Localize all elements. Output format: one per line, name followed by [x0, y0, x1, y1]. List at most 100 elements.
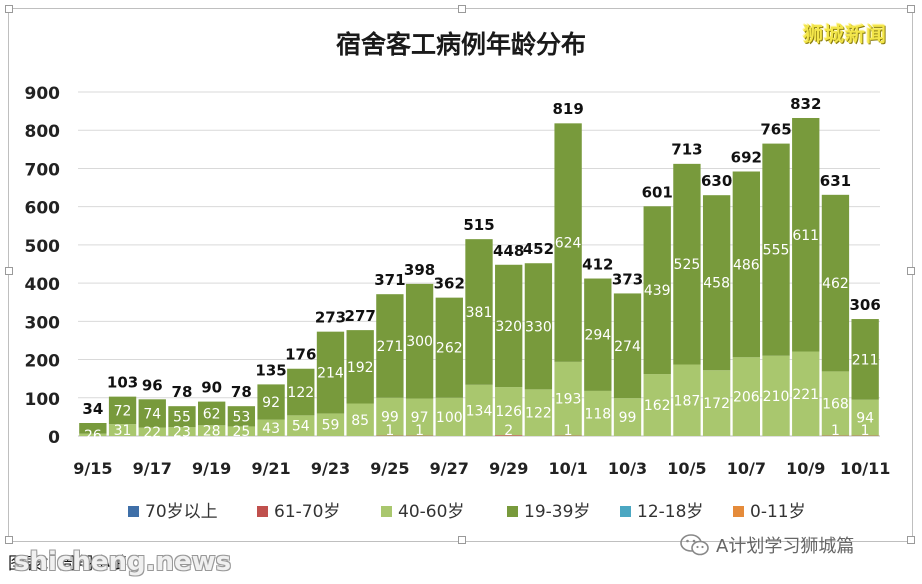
- y-tick-label: 300: [25, 313, 61, 333]
- bar-segment: [257, 419, 285, 436]
- total-label: 273: [315, 309, 346, 327]
- bar-segment: [732, 357, 760, 436]
- bar-segment: [227, 406, 256, 427]
- legend-swatch: [507, 506, 518, 517]
- segment-label: 97: [411, 410, 429, 426]
- chart-title: 宿舍客工病例年龄分布: [336, 30, 586, 59]
- segment-label: 1: [861, 423, 870, 439]
- segment-label: 1: [831, 423, 840, 439]
- segment-label: 381: [466, 305, 493, 321]
- total-label: 692: [731, 149, 762, 167]
- resize-handle[interactable]: [458, 536, 466, 544]
- total-label: 448: [493, 242, 524, 260]
- legend: 70岁以上 61-70岁 40-60岁 19-39岁 12-18岁 0-11岁: [128, 502, 806, 522]
- bar-segment: [702, 370, 731, 436]
- x-tick-label: 10/11: [840, 459, 890, 478]
- x-tick-label: 9/21: [251, 459, 290, 478]
- legend-swatch: [620, 506, 631, 517]
- segment-label: 214: [317, 366, 344, 382]
- segment-label: 94: [856, 411, 874, 427]
- bar-segment: [554, 123, 582, 362]
- bar-segment: [821, 371, 850, 436]
- bar-segment: [405, 398, 434, 436]
- total-label: 96: [142, 376, 163, 394]
- total-label: 515: [463, 216, 494, 234]
- segment-label: 193: [555, 392, 582, 408]
- bar-segment: [346, 403, 374, 436]
- segment-label: 72: [114, 403, 132, 419]
- bar-segment: [138, 399, 166, 428]
- bar-segment: [495, 387, 523, 436]
- bar-segment: [198, 425, 226, 436]
- segment-label: 555: [763, 243, 790, 259]
- y-tick-label: 0: [48, 428, 60, 448]
- segment-label: 25: [232, 424, 250, 440]
- bar-segment: [762, 143, 790, 356]
- segment-label: 221: [792, 387, 819, 403]
- segment-label: 92: [262, 395, 280, 411]
- segment-label: 274: [614, 339, 641, 355]
- segment-label: 172: [703, 396, 730, 412]
- bar-segment: [643, 374, 671, 436]
- watermark-logo-bottom: shicheng.news: [14, 547, 232, 577]
- caption: 图表：周翔小璐: [8, 554, 127, 574]
- x-tick-label: 9/29: [489, 459, 528, 478]
- legend-swatch: [128, 506, 139, 517]
- segment-label: 54: [292, 419, 310, 435]
- resize-handle[interactable]: [5, 267, 13, 275]
- data-labels: 2634317210322749623557828629025537843921…: [82, 95, 880, 444]
- x-tick-label: 9/27: [430, 459, 469, 478]
- x-tick-label: 9/25: [370, 459, 409, 478]
- segment-label: 1: [564, 423, 573, 439]
- bar-segment: [851, 319, 879, 400]
- legend-label: 61-70岁: [274, 502, 340, 522]
- resize-handle[interactable]: [458, 5, 466, 13]
- y-tick-label: 700: [25, 160, 61, 180]
- segment-label: 126: [495, 404, 522, 420]
- resize-handle[interactable]: [907, 5, 915, 13]
- segment-label: 31: [114, 423, 132, 439]
- total-label: 412: [582, 256, 613, 274]
- bar-segment: [673, 163, 701, 365]
- resize-handle[interactable]: [907, 267, 915, 275]
- segment-label: 210: [763, 389, 790, 405]
- bar-segment: [108, 424, 137, 436]
- bar-segment: [108, 396, 137, 425]
- y-tick-label: 500: [25, 237, 61, 257]
- bar-segment: [554, 361, 582, 436]
- resize-handle[interactable]: [5, 5, 13, 13]
- resize-handle[interactable]: [907, 536, 915, 544]
- x-tick-label: 10/3: [608, 459, 647, 478]
- y-tick-label: 100: [25, 390, 61, 410]
- segment-label: 122: [287, 385, 314, 401]
- bar-segment: [792, 117, 820, 352]
- total-label: 819: [552, 100, 583, 118]
- segment-label: 53: [232, 409, 250, 425]
- segment-label: 23: [173, 425, 191, 441]
- total-label: 362: [434, 275, 465, 293]
- x-tick-label: 9/19: [192, 459, 231, 478]
- x-tick-label: 9/17: [133, 459, 172, 478]
- segment-label: 294: [584, 328, 611, 344]
- bar-segment: [792, 351, 820, 436]
- bar-segment: [495, 264, 523, 388]
- bar-segment: [227, 426, 256, 436]
- bar-segment: [702, 195, 731, 371]
- segment-label: 122: [525, 406, 552, 422]
- x-tick-label: 10/1: [548, 459, 587, 478]
- segment-label: 99: [381, 410, 399, 426]
- segment-label: 134: [466, 403, 493, 419]
- resize-handle[interactable]: [5, 536, 13, 544]
- bar-segment: [198, 401, 226, 426]
- segment-label: 486: [733, 257, 760, 273]
- total-label: 78: [231, 383, 252, 401]
- segment-label: 100: [436, 410, 463, 426]
- legend-swatch: [257, 506, 268, 517]
- segment-label: 271: [377, 339, 404, 355]
- legend-label: 19-39岁: [524, 502, 590, 522]
- segment-label: 206: [733, 390, 760, 406]
- wechat-attribution: A计划学习狮城篇: [680, 532, 854, 558]
- segment-label: 55: [173, 410, 191, 426]
- bar-segment: [316, 331, 345, 414]
